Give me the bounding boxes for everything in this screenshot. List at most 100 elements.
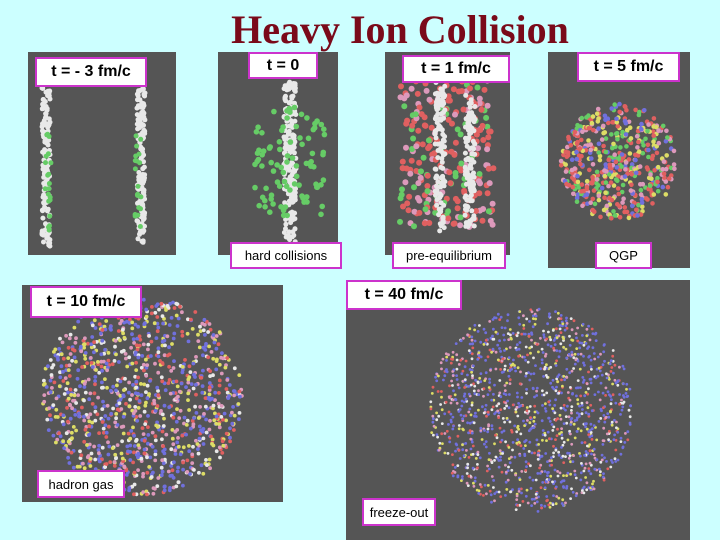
particle: [617, 204, 622, 209]
particle: [66, 419, 70, 424]
particle: [449, 412, 453, 416]
particle: [552, 387, 556, 391]
particle: [504, 494, 507, 497]
particle: [594, 111, 600, 116]
particle: [127, 390, 131, 395]
particle: [557, 355, 561, 359]
particle: [616, 458, 620, 462]
particle: [403, 120, 410, 127]
particle: [559, 417, 563, 421]
particle: [46, 171, 52, 177]
particle: [570, 350, 574, 354]
particle: [484, 359, 487, 362]
particle: [167, 488, 172, 493]
particle: [438, 175, 444, 181]
particle: [452, 424, 455, 428]
particle: [259, 194, 266, 201]
particle: [603, 420, 607, 424]
particle: [534, 364, 537, 367]
particle: [208, 374, 213, 378]
particle: [522, 447, 526, 450]
particle: [581, 489, 584, 492]
particles: [397, 74, 497, 234]
particle: [588, 461, 592, 465]
particle: [105, 385, 109, 390]
particle: [153, 434, 158, 439]
particle: [152, 398, 157, 403]
particle: [588, 142, 593, 147]
particle: [619, 436, 623, 440]
particle: [595, 106, 601, 112]
particle: [276, 139, 283, 145]
particle: [291, 150, 297, 156]
particle: [425, 137, 432, 144]
particle: [186, 391, 191, 396]
particle: [470, 172, 476, 178]
particle: [472, 364, 475, 368]
particle: [164, 308, 168, 312]
particle: [283, 144, 289, 150]
particle: [516, 438, 519, 442]
particle: [503, 389, 507, 392]
particle: [93, 375, 98, 379]
particle: [443, 451, 447, 455]
particle: [126, 431, 131, 436]
particle: [620, 408, 624, 412]
particle: [298, 111, 305, 118]
particle: [471, 374, 474, 378]
particle: [155, 302, 160, 307]
particle: [83, 356, 88, 361]
particle: [532, 426, 536, 429]
particle: [90, 323, 95, 328]
particle: [551, 378, 555, 382]
particle: [139, 382, 143, 386]
particle: [488, 489, 492, 493]
particle: [468, 421, 472, 425]
particle: [416, 209, 423, 216]
particle: [596, 197, 602, 203]
particle: [465, 399, 469, 403]
particle: [437, 191, 443, 197]
particle: [627, 408, 631, 412]
particle: [618, 393, 621, 396]
particle: [514, 508, 518, 511]
particle: [67, 374, 72, 378]
particle: [106, 358, 111, 363]
particle: [134, 439, 138, 443]
particle: [458, 408, 462, 411]
particle: [131, 337, 136, 342]
particle: [180, 329, 185, 334]
particle: [517, 489, 521, 493]
particle: [540, 361, 544, 365]
particle: [104, 435, 109, 439]
particle: [570, 353, 574, 357]
particle: [656, 128, 661, 134]
particle: [304, 199, 310, 205]
particle: [649, 156, 655, 162]
particle: [621, 446, 625, 450]
particle: [545, 337, 549, 341]
particle: [121, 431, 126, 436]
particle: [81, 461, 85, 466]
particle: [537, 350, 540, 354]
particle: [472, 421, 476, 425]
particle: [506, 319, 509, 323]
particle: [42, 393, 47, 397]
particle: [452, 139, 459, 146]
particle: [75, 376, 80, 381]
particle: [135, 218, 141, 224]
particle: [493, 492, 497, 495]
particle: [587, 370, 590, 374]
particle: [592, 352, 596, 355]
particle: [92, 350, 96, 355]
particle: [69, 450, 74, 455]
particle: [462, 336, 465, 340]
particle: [150, 444, 155, 449]
particle: [82, 439, 87, 444]
particle: [185, 458, 190, 463]
particle: [473, 328, 476, 332]
particle: [606, 157, 612, 162]
particle: [663, 166, 669, 172]
particle: [75, 464, 80, 469]
particle: [97, 443, 101, 448]
